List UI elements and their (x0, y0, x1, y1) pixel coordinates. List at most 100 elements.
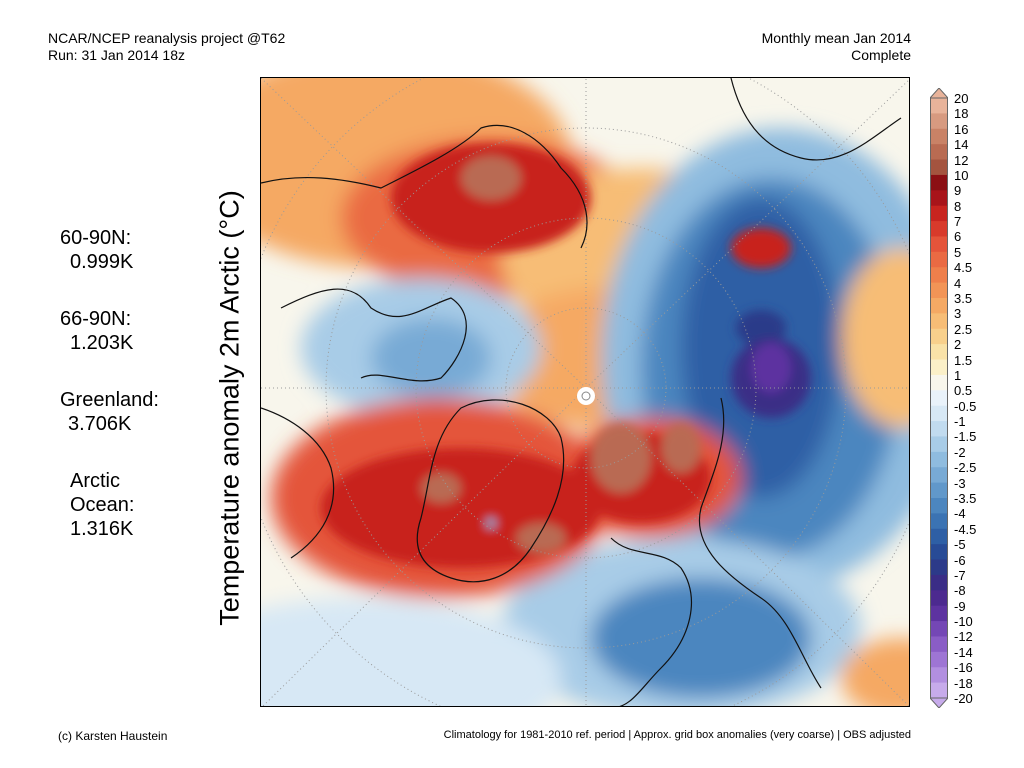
colorbar-label: -1 (954, 414, 966, 430)
colorbar-label: -4.5 (954, 521, 977, 537)
stat-value: 1.203K (70, 332, 134, 354)
colorbar-border (930, 97, 948, 699)
colorbar-swatch (930, 436, 948, 453)
coastlines (261, 78, 902, 706)
reference-note: Climatology for 1981-2010 ref. period | … (443, 729, 911, 741)
stat-value: 3.706K (68, 413, 132, 435)
colorbar-label: 2.5 (954, 321, 973, 337)
colorbar-swatch (930, 559, 948, 576)
colorbar-label: 1 (954, 367, 962, 383)
colorbar-label: 14 (954, 137, 969, 153)
colorbar-label: -9 (954, 598, 966, 614)
stat-value: 0.999K (70, 251, 134, 273)
colorbar-swatch (930, 251, 948, 268)
stat-arctic-ocean: Arctic Ocean: 1.316K (70, 469, 134, 541)
colorbar-swatch (930, 513, 948, 530)
stat-greenland: Greenland: 3.706K (60, 388, 159, 436)
colorbar-swatch (930, 405, 948, 422)
stat-label: Greenland: (60, 389, 159, 411)
colorbar-swatch (930, 421, 948, 437)
colorbar-label: 3 (954, 306, 962, 322)
colorbar-swatch (930, 267, 948, 284)
colorbar-swatch (930, 344, 948, 361)
colorbar-min-arrow (930, 697, 948, 708)
colorbar-label: -18 (954, 675, 973, 691)
colorbar-label: -16 (954, 660, 973, 676)
colorbar-swatch (930, 159, 948, 176)
colorbar-swatch (930, 482, 948, 499)
colorbar-label: -1.5 (954, 429, 977, 445)
colorbar-swatch (930, 636, 948, 653)
stat-value: 1.316K (70, 518, 134, 540)
colorbar-label: -6 (954, 552, 966, 568)
colorbar-swatch (930, 467, 948, 484)
colorbar-swatch (930, 144, 948, 161)
colorbar-label: -5 (954, 537, 966, 553)
colorbar-swatch (930, 374, 948, 391)
stat-label: 66-90N: (60, 308, 132, 330)
colorbar-swatch (930, 390, 948, 407)
header-right: Monthly mean Jan 2014 Complete (762, 30, 911, 64)
colorbar-label: 20 (954, 91, 969, 106)
colorbar-label: -4 (954, 506, 966, 522)
colorbar-swatch (930, 574, 948, 591)
colorbar-label: 10 (954, 167, 969, 183)
colorbar-swatch (930, 221, 948, 237)
colorbar-swatch (930, 605, 948, 622)
colorbar-swatch (930, 590, 948, 607)
stat-66-90n: 66-90N: 1.203K (60, 307, 133, 355)
colorbar-swatch (930, 113, 948, 130)
colorbar-label: 8 (954, 198, 962, 214)
colorbar-label: -2 (954, 444, 966, 460)
colorbar-label: -2.5 (954, 460, 977, 476)
colorbar-label: 5 (954, 244, 962, 260)
copyright: (c) Karsten Haustein (58, 729, 168, 743)
anomaly-cores (321, 143, 811, 568)
run-date: Run: 31 Jan 2014 18z (48, 47, 185, 63)
anomaly-map (260, 77, 910, 707)
colorbar-label: 9 (954, 183, 962, 199)
colorbar-label: -3.5 (954, 491, 977, 506)
stat-label: Arctic (70, 470, 120, 492)
colorbar-label: -3 (954, 475, 966, 491)
status-label: Complete (851, 47, 911, 63)
colorbar-label: -10 (954, 614, 973, 630)
colorbar-label: -14 (954, 644, 973, 660)
colorbar-swatch (930, 498, 948, 514)
colorbar-label: 6 (954, 229, 962, 245)
colorbar-swatch (930, 682, 948, 699)
header-left: NCAR/NCEP reanalysis project @T62 Run: 3… (48, 30, 285, 64)
colorbar-label: 0.5 (954, 383, 973, 399)
colorbar-swatch (930, 328, 948, 345)
colorbar-label: -8 (954, 583, 966, 599)
colorbar-label: 18 (954, 106, 969, 122)
stat-label: 60-90N: (60, 227, 132, 249)
colorbar-swatch (930, 451, 948, 468)
colorbar-swatch (930, 128, 948, 145)
colorbar-swatch (930, 205, 948, 222)
colorbar-swatch (930, 359, 948, 376)
colorbar-swatch (930, 544, 948, 561)
colorbar-label: 16 (954, 121, 969, 137)
colorbar-label: 1.5 (954, 352, 973, 368)
colorbar-swatch (930, 282, 948, 299)
colorbar-max-arrow (930, 88, 948, 99)
colorbar-label: 4 (954, 275, 962, 291)
colorbar-swatch (930, 298, 948, 314)
colorbar-label: 2 (954, 337, 962, 353)
colorbar-swatch (930, 621, 948, 637)
stat-60-90n: 60-90N: 0.999K (60, 226, 133, 274)
colorbar-swatch (930, 667, 948, 684)
colorbar (930, 88, 948, 708)
colorbar-label: -7 (954, 567, 966, 583)
colorbar-swatch (930, 190, 948, 207)
colorbar-label: 12 (954, 152, 969, 168)
period-title: Monthly mean Jan 2014 (761, 30, 911, 46)
colorbar-swatch (930, 98, 948, 114)
graticule (261, 78, 909, 706)
anomaly-map-graphic (261, 78, 909, 706)
stat-label-2: Ocean: (70, 494, 135, 516)
colorbar-label: 3.5 (954, 291, 973, 306)
model-title: NCAR/NCEP reanalysis project @T62 (48, 30, 286, 46)
colorbar-swatch (930, 313, 948, 330)
